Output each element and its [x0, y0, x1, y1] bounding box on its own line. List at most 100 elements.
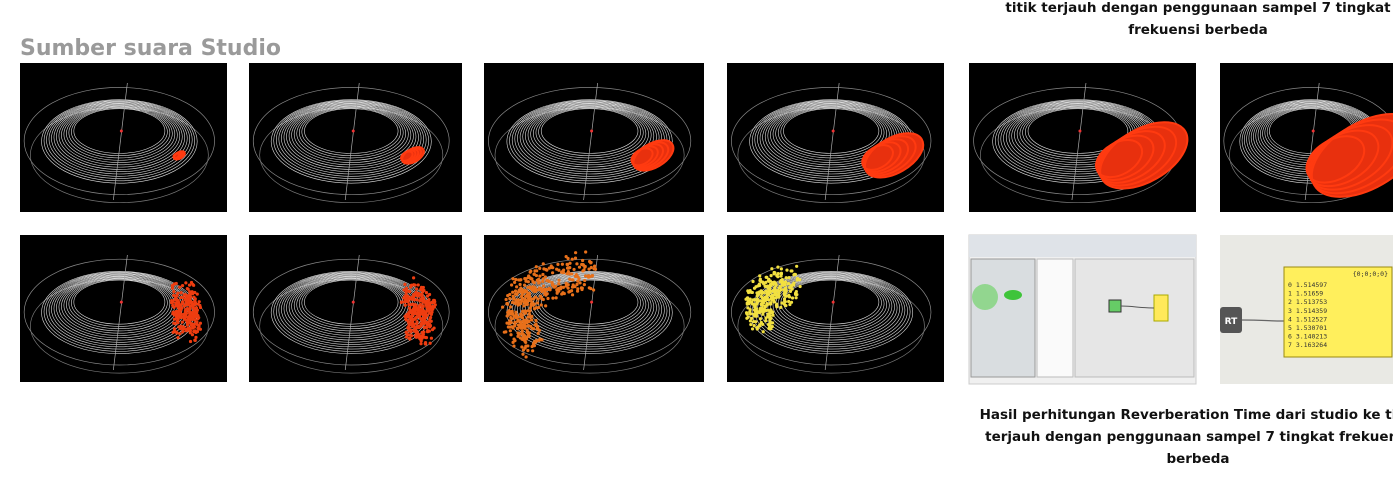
- particle: [506, 302, 510, 306]
- particle: [790, 296, 795, 300]
- particle: [195, 311, 199, 315]
- particle: [190, 291, 194, 296]
- particle: [523, 310, 527, 314]
- particle: [175, 331, 179, 335]
- particle: [193, 338, 197, 342]
- particle: [172, 321, 176, 325]
- particle: [406, 300, 410, 304]
- particle: [549, 264, 553, 268]
- particle: [427, 292, 432, 297]
- particle: [522, 283, 527, 287]
- particle: [520, 316, 525, 320]
- ring: [58, 104, 181, 168]
- particle: [428, 315, 433, 320]
- particle: [417, 332, 421, 337]
- particle: [183, 309, 187, 313]
- ring: [281, 102, 422, 175]
- outline: [730, 258, 932, 366]
- particle: [403, 303, 407, 307]
- particle: [765, 302, 769, 306]
- particle: [172, 329, 177, 333]
- particle: [589, 265, 593, 270]
- particle: [515, 327, 520, 331]
- particle: [557, 278, 561, 282]
- particle: [779, 272, 783, 276]
- particle: [185, 328, 189, 332]
- source: [590, 300, 594, 304]
- particle: [193, 307, 197, 311]
- particle: [188, 331, 192, 335]
- particle: [572, 267, 576, 272]
- particle: [546, 296, 550, 301]
- particle: [422, 321, 426, 326]
- particle: [540, 338, 544, 342]
- particle: [776, 295, 781, 299]
- gh-panel: [1153, 294, 1169, 322]
- particle: [520, 331, 524, 336]
- particle: [541, 277, 546, 281]
- particle: [526, 275, 530, 280]
- particle: [411, 308, 415, 312]
- particle: [506, 294, 510, 298]
- particle: [776, 265, 780, 269]
- ring: [48, 101, 191, 177]
- particle: [537, 305, 541, 310]
- particle: [570, 278, 575, 282]
- particle: [509, 315, 513, 320]
- particle: [537, 277, 541, 281]
- particle: [522, 304, 526, 308]
- particle: [402, 300, 406, 304]
- particle: [527, 291, 531, 295]
- ring: [540, 279, 639, 325]
- particle: [176, 298, 180, 303]
- particle: [526, 309, 530, 313]
- particle: [511, 290, 515, 294]
- particle: [766, 285, 770, 289]
- particle: [516, 303, 520, 307]
- particle: [407, 306, 412, 310]
- ring: [540, 108, 639, 154]
- ring: [780, 107, 882, 156]
- particle: [761, 281, 765, 285]
- particle: [427, 298, 431, 302]
- particle: [524, 279, 528, 283]
- particle: [768, 301, 773, 305]
- particle: [751, 298, 755, 302]
- particle: [184, 313, 188, 318]
- particle: [765, 292, 769, 296]
- particle: [770, 310, 774, 314]
- particle: [508, 319, 512, 323]
- particle: [792, 281, 796, 285]
- source: [590, 129, 594, 133]
- particle: [179, 325, 183, 329]
- particle: [416, 283, 420, 287]
- particle: [423, 312, 427, 316]
- particle: [750, 316, 754, 321]
- particle: [785, 268, 789, 272]
- outline: [252, 258, 450, 366]
- ring: [273, 100, 430, 182]
- panel: [1036, 258, 1074, 378]
- particle: [176, 335, 180, 340]
- ring: [296, 106, 407, 161]
- source: [1311, 129, 1315, 133]
- particle: [766, 312, 770, 316]
- particle: [798, 284, 802, 289]
- particle: [750, 327, 755, 331]
- particle: [788, 302, 792, 307]
- particle: [566, 286, 570, 290]
- particle: [561, 291, 565, 295]
- particle: [428, 341, 432, 345]
- particle: [787, 293, 791, 297]
- ring: [270, 99, 432, 184]
- particle: [772, 300, 776, 304]
- particle: [532, 272, 536, 276]
- particle: [769, 274, 773, 278]
- ring: [522, 103, 657, 170]
- particle: [522, 300, 526, 304]
- particle: [421, 289, 425, 294]
- particle: [175, 301, 179, 305]
- particle: [566, 283, 570, 287]
- render-bg: [484, 235, 704, 382]
- particle: [419, 322, 423, 326]
